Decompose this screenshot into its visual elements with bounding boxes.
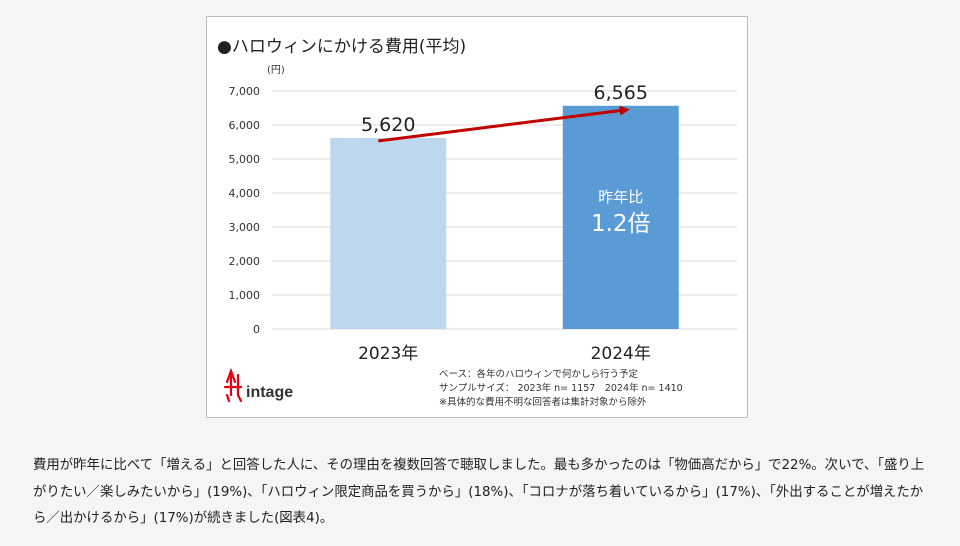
yoy-annotation-value: 1.2倍 (591, 211, 651, 237)
chart-figure: ●ハロウィンにかける費用(平均) (円) 0 1,000 2,000 3,000 4,0… (206, 16, 748, 418)
y-tick-label: 1,000 (229, 289, 261, 302)
halloween-spending-chart: ●ハロウィンにかける費用(平均) (円) 0 1,000 2,000 3,000 4,0… (217, 37, 737, 408)
y-axis-ticks: 0 1,000 2,000 3,000 4,000 5,000 6,000 7,000 (229, 85, 261, 336)
article-paragraph: 費用が昨年に比べて「増える」と回答した人に、その理由を複数回答で聴取しました。最… (33, 458, 925, 526)
x-axis-ticks: 2023年 2024年 (358, 344, 651, 364)
y-tick-label: 2,000 (229, 255, 261, 268)
growth-arrow (378, 105, 630, 143)
y-tick-label: 0 (253, 323, 260, 336)
y-tick-label: 5,000 (229, 153, 261, 166)
footnote-base: ベース：各年のハロウィンで何かしら行う予定 (439, 368, 639, 380)
chart-title: ●ハロウィンにかける費用(平均) (217, 37, 466, 57)
bar-value-label: 5,620 (361, 114, 415, 136)
intage-logo-text: intage (246, 384, 293, 401)
y-tick-label: 6,000 (229, 119, 261, 132)
footnotes: ベース：各年のハロウィンで何かしら行う予定 サンプルサイズ： 2023年 n= … (439, 368, 683, 408)
bar-value-label: 6,565 (594, 82, 648, 104)
bar-1 (330, 137, 447, 329)
y-tick-label: 4,000 (229, 187, 261, 200)
bars (330, 105, 679, 329)
footnote-sample-size: サンプルサイズ： 2023年 n= 1157 2024年 n= 1410 (439, 382, 683, 394)
x-tick-label: 2023年 (358, 344, 418, 364)
x-tick-label: 2024年 (591, 344, 651, 364)
value-labels: 5,620 6,565 (361, 82, 648, 136)
y-tick-label: 7,000 (229, 85, 261, 98)
intage-logo-mark (223, 367, 243, 403)
footnote-exclusion: ※具体的な費用不明な回答者は集計対象から除外 (439, 396, 647, 408)
y-tick-label: 3,000 (229, 221, 261, 234)
intage-logo: intage (223, 367, 293, 403)
yoy-annotation-label: 昨年比 (598, 188, 643, 206)
bar-2 (562, 105, 679, 329)
arrow-line (378, 105, 630, 143)
y-axis-unit-label: (円) (267, 65, 285, 76)
